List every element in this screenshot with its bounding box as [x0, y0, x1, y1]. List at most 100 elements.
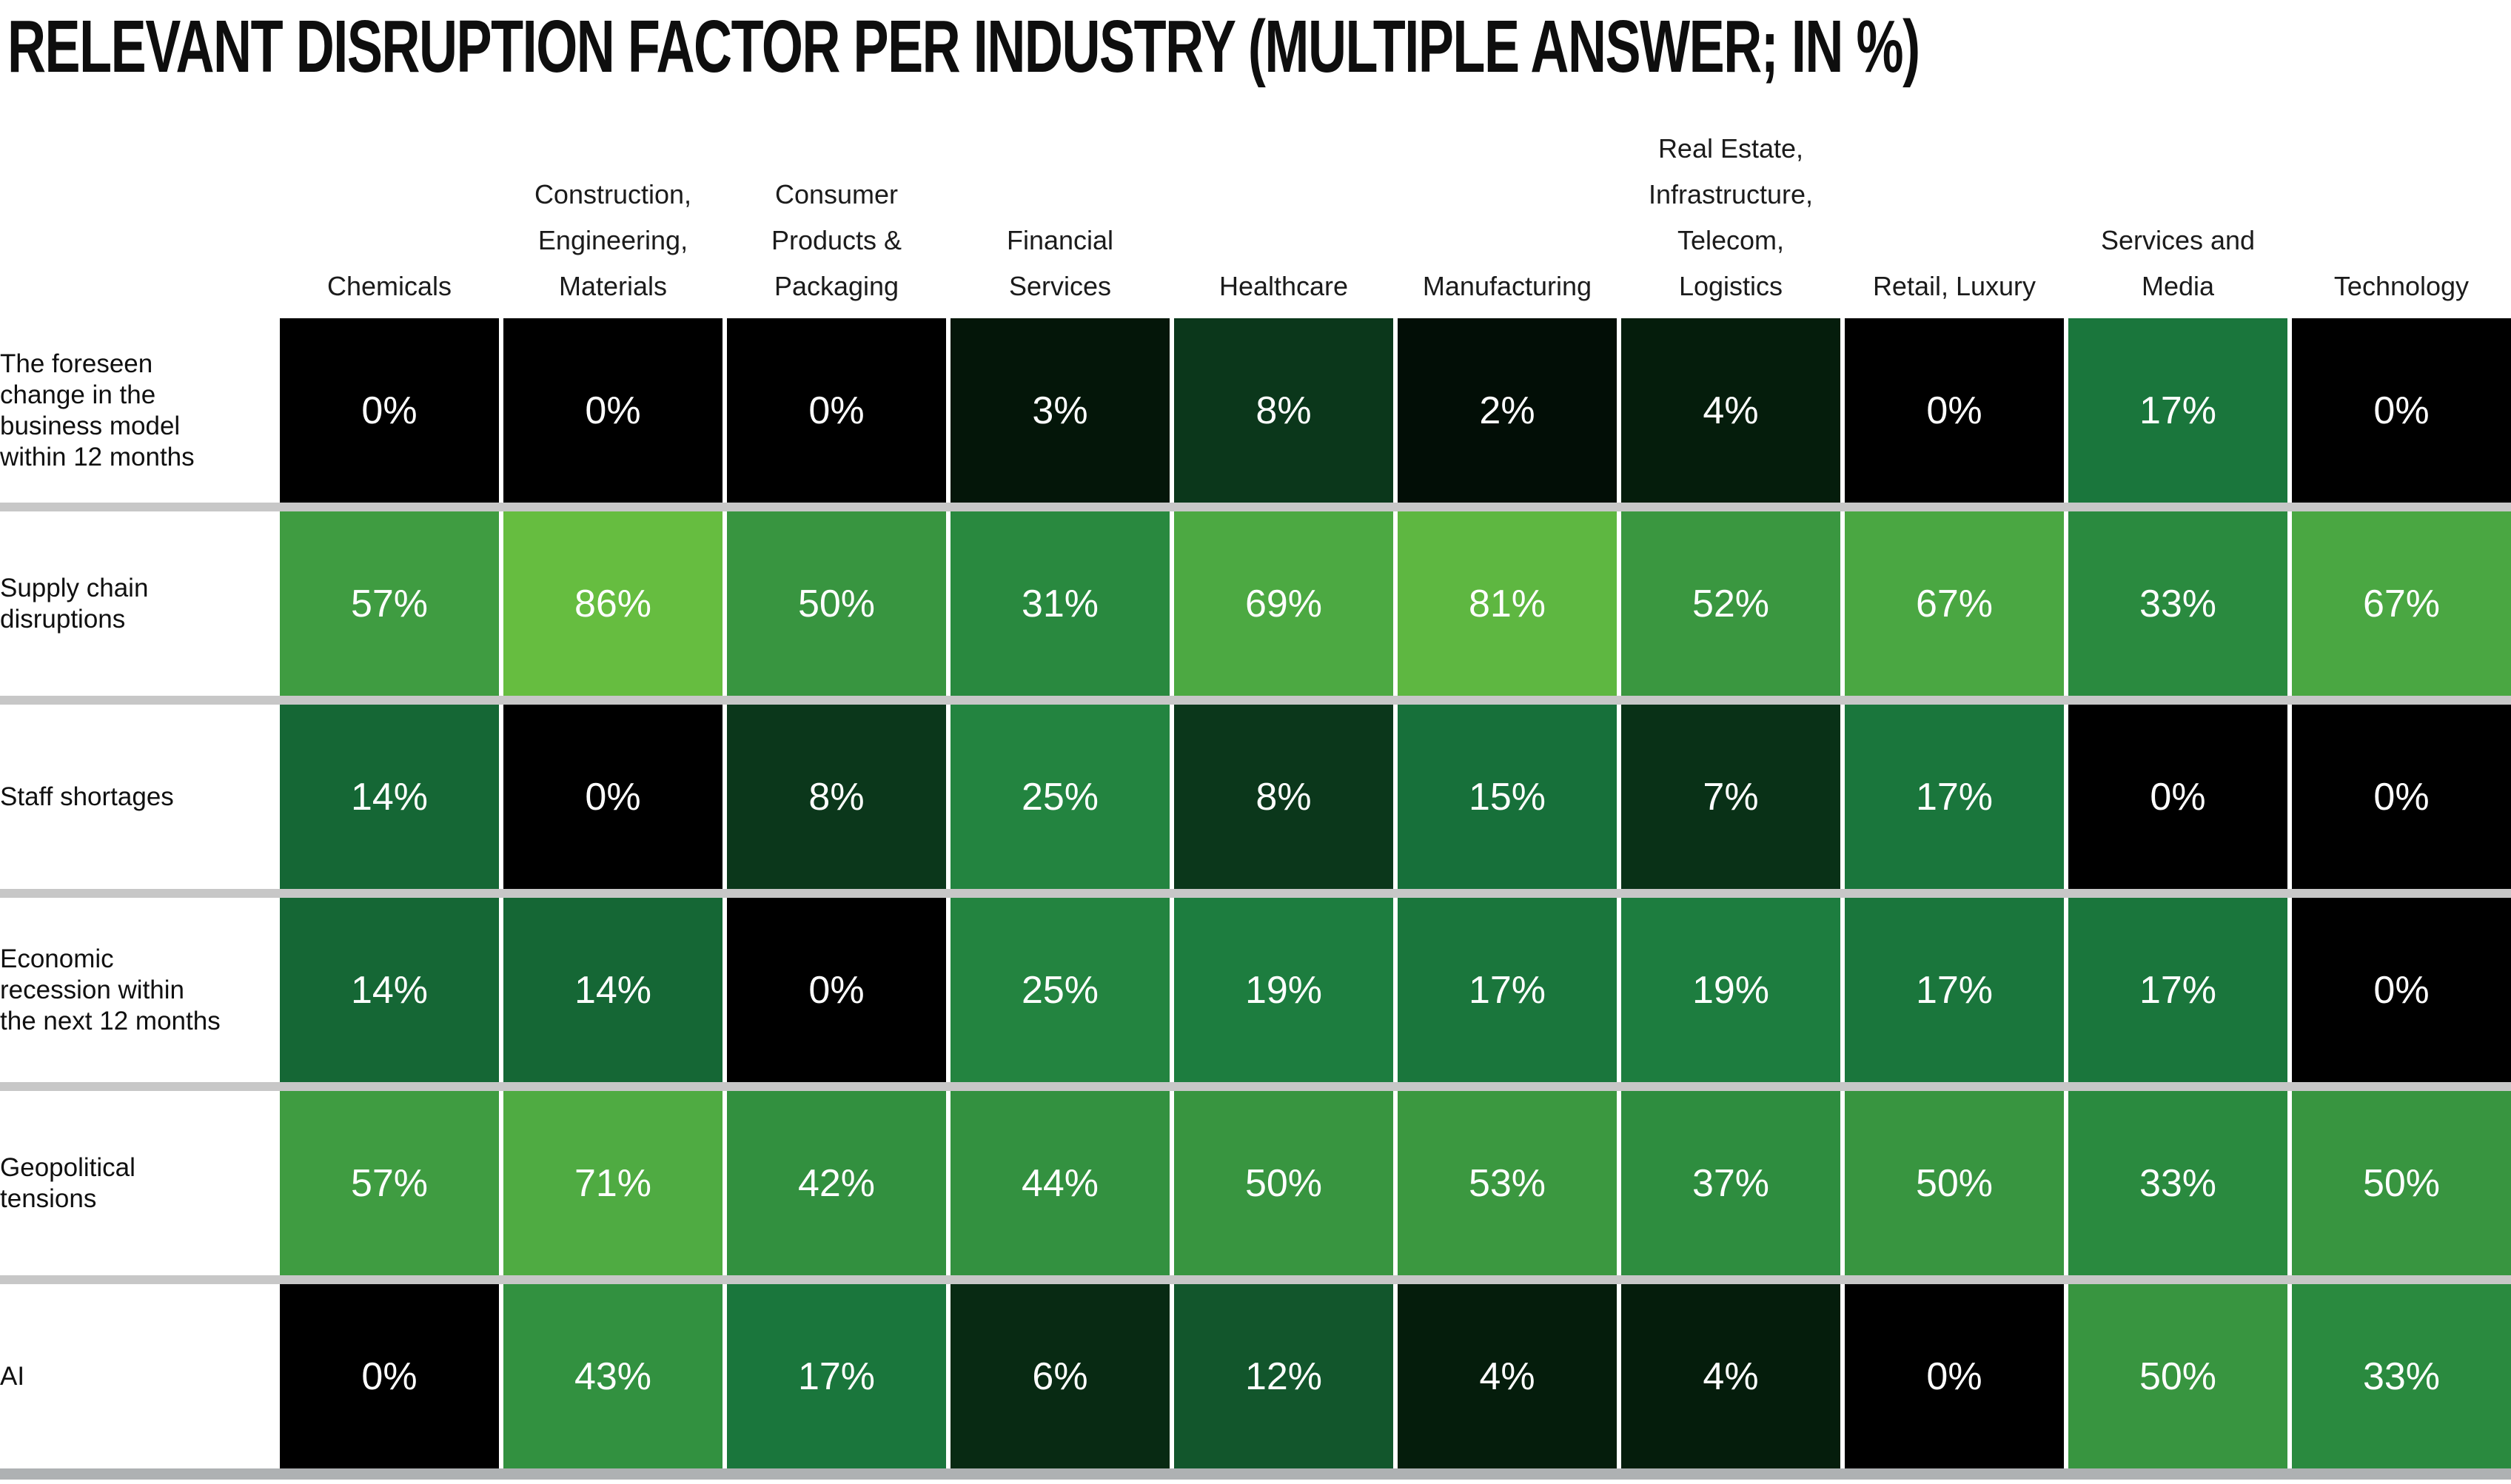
row-divider: [0, 696, 2511, 705]
cell-value: 4%: [1703, 389, 1759, 432]
cell-value: 50%: [1244, 1161, 1323, 1205]
cell-value: 14%: [350, 968, 429, 1012]
heatmap-cell: 31%: [951, 511, 1170, 696]
column-header: Technology: [2333, 271, 2470, 302]
heatmap-cell: 57%: [280, 511, 499, 696]
cell-value: 14%: [574, 968, 652, 1012]
cell-value: 8%: [1256, 389, 1312, 432]
cell-value: 0%: [808, 389, 865, 432]
cell-value: 71%: [574, 1161, 652, 1205]
cell-value: 37%: [1692, 1161, 1770, 1205]
cell-value: 19%: [1692, 968, 1770, 1012]
heatmap-cell: 86%: [503, 511, 723, 696]
cell-value: 86%: [574, 582, 652, 625]
cell-value: 3%: [1032, 389, 1088, 432]
heatmap-cell: 37%: [1621, 1091, 1840, 1275]
cell-value: 17%: [1915, 968, 1994, 1012]
heatmap-cell: 67%: [2292, 511, 2511, 696]
heatmap-cell: 50%: [1845, 1091, 2064, 1275]
cell-value: 43%: [574, 1354, 652, 1398]
cell-value: 33%: [2362, 1354, 2441, 1398]
column-header: Manufacturing: [1422, 271, 1592, 302]
cell-value: 0%: [1926, 1354, 1982, 1398]
heatmap-cell: 69%: [1174, 511, 1393, 696]
row-divider: [0, 1275, 2511, 1284]
heatmap-cell: 17%: [1845, 898, 2064, 1082]
cell-value: 50%: [2362, 1161, 2441, 1205]
heatmap-cell: 17%: [727, 1284, 946, 1468]
cell-value: 52%: [1692, 582, 1770, 625]
cell-value: 17%: [2139, 968, 2217, 1012]
heatmap-cell: 6%: [951, 1284, 1170, 1468]
row-divider: [0, 889, 2511, 898]
cell-value: 2%: [1479, 389, 1535, 432]
heatmap-cell: 8%: [1174, 705, 1393, 889]
cell-value: 0%: [2373, 968, 2430, 1012]
cell-value: 0%: [585, 775, 641, 819]
heatmap-cell: 50%: [1174, 1091, 1393, 1275]
heatmap-cell: 25%: [951, 898, 1170, 1082]
cell-value: 0%: [2373, 389, 2430, 432]
heatmap-cell: 33%: [2068, 511, 2287, 696]
heatmap-cell: 0%: [280, 318, 499, 503]
cell-value: 31%: [1021, 582, 1099, 625]
heatmap-cell: 43%: [503, 1284, 723, 1468]
heatmap-cell: 44%: [951, 1091, 1170, 1275]
heatmap-cell: 0%: [727, 898, 946, 1082]
table-body: The foreseen change in the business mode…: [0, 318, 2511, 1468]
cell-value: 0%: [808, 968, 865, 1012]
cell-value: 81%: [1468, 582, 1546, 625]
heatmap-cell: 17%: [2068, 898, 2287, 1082]
cell-value: 57%: [350, 582, 429, 625]
heatmap-cell: 25%: [951, 705, 1170, 889]
cell-value: 50%: [797, 582, 876, 625]
row-label: Staff shortages: [0, 782, 174, 811]
heatmap-table: Chemicals Construction, Engineering, Mate…: [0, 81, 2511, 1480]
heatmap-cell: 8%: [727, 705, 946, 889]
cell-value: 4%: [1703, 1354, 1759, 1398]
heatmap-cell: 14%: [503, 898, 723, 1082]
table-row: The foreseen change in the business mode…: [0, 318, 2511, 503]
column-header: Chemicals: [326, 271, 452, 302]
column-header: Real Estate, Infrastructure, Telecom, Lo…: [1648, 133, 1814, 302]
cell-value: 50%: [1915, 1161, 1994, 1205]
heatmap-cell: 0%: [1845, 1284, 2064, 1468]
heatmap-cell: 33%: [2068, 1091, 2287, 1275]
heatmap-cell: 0%: [727, 318, 946, 503]
cell-value: 33%: [2139, 1161, 2217, 1205]
heatmap-cell: 52%: [1621, 511, 1840, 696]
heatmap-cell: 71%: [503, 1091, 723, 1275]
column-header: Financial Services: [1006, 225, 1114, 302]
column-header: Construction, Engineering, Materials: [534, 179, 692, 302]
cell-value: 8%: [1256, 775, 1312, 819]
cell-value: 0%: [585, 389, 641, 432]
heatmap-cell: 8%: [1174, 318, 1393, 503]
cell-value: 8%: [808, 775, 865, 819]
heatmap-cell: 33%: [2292, 1284, 2511, 1468]
row-label: The foreseen change in the business mode…: [0, 349, 195, 471]
cell-value: 0%: [1926, 389, 1982, 432]
cell-value: 44%: [1021, 1161, 1099, 1205]
heatmap-cell: 17%: [2068, 318, 2287, 503]
cell-value: 57%: [350, 1161, 429, 1205]
heatmap-cell: 4%: [1398, 1284, 1617, 1468]
heatmap-cell: 50%: [2068, 1284, 2287, 1468]
heatmap-cell: 12%: [1174, 1284, 1393, 1468]
heatmap-cell: 0%: [1845, 318, 2064, 503]
column-header: Healthcare: [1218, 271, 1349, 302]
cell-value: 17%: [1468, 968, 1546, 1012]
cell-value: 0%: [361, 389, 418, 432]
heatmap-cell: 0%: [2068, 705, 2287, 889]
heatmap-cell: 3%: [951, 318, 1170, 503]
heatmap-cell: 4%: [1621, 318, 1840, 503]
heatmap-cell: 50%: [727, 511, 946, 696]
cell-value: 53%: [1468, 1161, 1546, 1205]
cell-value: 0%: [361, 1354, 418, 1398]
row-label: Supply chain disruptions: [0, 573, 149, 634]
bottom-bar: [0, 1468, 2511, 1480]
heatmap-cell: 42%: [727, 1091, 946, 1275]
heatmap-cell: 0%: [2292, 705, 2511, 889]
heatmap-cell: 0%: [503, 705, 723, 889]
heatmap-cell: 2%: [1398, 318, 1617, 503]
